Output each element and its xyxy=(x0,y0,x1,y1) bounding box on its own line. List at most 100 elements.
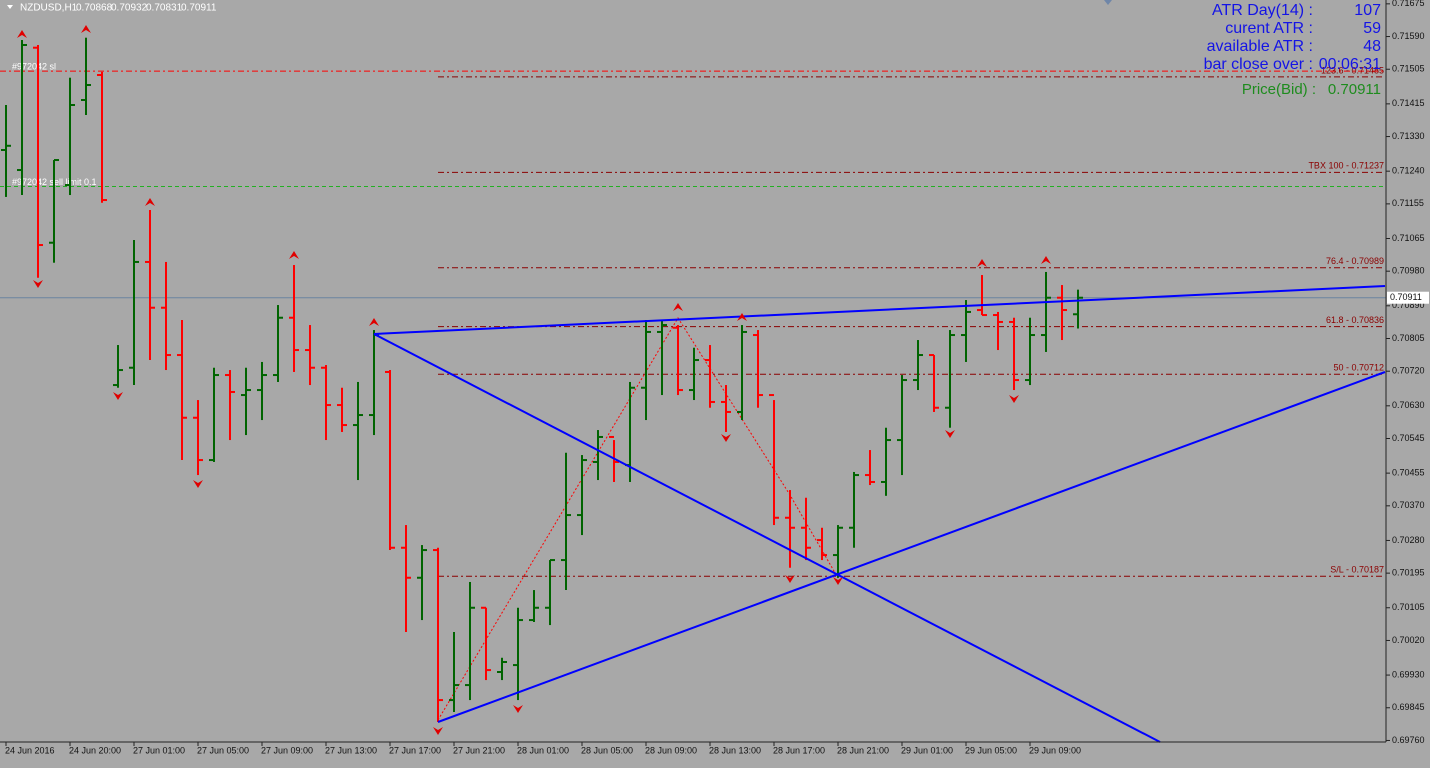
x-tick-label: 27 Jun 17:00 xyxy=(389,745,441,755)
y-tick-label: 0.71240 xyxy=(1392,166,1425,176)
ohlc-bar xyxy=(689,347,699,401)
trend-line xyxy=(437,371,1386,723)
ohlc-bar xyxy=(257,361,267,421)
info-value: 59 xyxy=(1363,20,1381,37)
y-tick-label: 0.70545 xyxy=(1392,433,1425,443)
x-tick-label: 28 Jun 13:00 xyxy=(709,745,761,755)
ohlc-bar xyxy=(529,590,539,622)
ohlc-bar xyxy=(737,325,747,421)
info-label: ATR Day(14) : xyxy=(1212,2,1313,19)
x-tick-label: 24 Jun 20:00 xyxy=(69,745,121,755)
x-tick-label: 29 Jun 09:00 xyxy=(1029,745,1081,755)
ohlc-bar xyxy=(481,606,491,681)
ohlc-bar xyxy=(513,607,523,701)
ohlc-bar xyxy=(785,490,795,568)
x-tick-label: 28 Jun 01:00 xyxy=(517,745,569,755)
ohlc-bar xyxy=(1073,289,1083,329)
ohlc-bar xyxy=(337,387,347,432)
x-tick-label: 28 Jun 09:00 xyxy=(645,745,697,755)
y-tick-label: 0.69930 xyxy=(1392,669,1425,679)
level-label: 61.8 - 0.70836 xyxy=(1326,315,1384,325)
level-label: 50 - 0.70712 xyxy=(1333,363,1384,373)
header-close: 0.70911 xyxy=(181,3,217,14)
info-label: bar close over : xyxy=(1204,56,1313,73)
header-low: 0.70831 xyxy=(146,3,183,14)
ohlc-bar xyxy=(17,40,27,196)
ohlc-bar xyxy=(673,325,683,396)
y-tick-label: 0.70455 xyxy=(1392,468,1425,478)
y-tick-label: 0.70805 xyxy=(1392,333,1425,343)
y-tick-label: 0.70890 xyxy=(1392,300,1425,310)
info-value: 00:06:31 xyxy=(1319,56,1381,73)
y-tick-label: 0.71590 xyxy=(1392,31,1425,41)
ohlc-bar xyxy=(817,527,827,561)
x-tick-label: 28 Jun 17:00 xyxy=(773,745,825,755)
menu-arrow[interactable] xyxy=(7,5,13,9)
ohlc-bar xyxy=(593,430,603,481)
ohlc-bar xyxy=(353,381,363,481)
ohlc-bar xyxy=(865,450,875,486)
trend-lines xyxy=(373,285,1386,743)
y-tick-label: 0.70020 xyxy=(1392,635,1425,645)
ohlc-bar xyxy=(849,471,859,548)
ohlc-bar xyxy=(1,105,11,197)
y-tick-label: 0.71330 xyxy=(1392,131,1425,141)
ohlc-bar xyxy=(929,354,939,412)
bid-axis-label: 0.70911 xyxy=(1390,292,1422,302)
ohlc-bar xyxy=(193,400,203,476)
marker xyxy=(1104,0,1112,5)
y-tick-label: 0.71675 xyxy=(1392,0,1425,8)
y-tick-label: 0.70280 xyxy=(1392,535,1425,545)
ohlc-bar xyxy=(913,340,923,391)
bid-label: Price(Bid) : xyxy=(1242,81,1316,98)
info-value: 107 xyxy=(1354,2,1381,19)
ohlc-bar xyxy=(305,325,315,386)
symbol-title: NZDUSD,H1 xyxy=(20,3,78,14)
ohlc-bar xyxy=(129,240,139,386)
fractals xyxy=(17,0,1112,735)
header-high: 0.70932 xyxy=(111,3,148,14)
x-tick-label: 27 Jun 13:00 xyxy=(325,745,377,755)
ohlc-bar xyxy=(1009,317,1019,391)
ohlc-bar xyxy=(497,657,507,681)
ohlc-bar xyxy=(609,435,619,482)
ohlc-bar xyxy=(273,305,283,382)
ohlc-bar xyxy=(241,367,251,436)
y-tick-label: 0.71155 xyxy=(1392,198,1424,208)
ohlc-bar xyxy=(225,370,235,441)
ohlc-bar xyxy=(401,525,411,632)
ohlc-bar xyxy=(721,385,731,432)
y-tick-label: 0.70720 xyxy=(1392,366,1425,376)
ohlc-bar xyxy=(753,330,763,408)
x-tick-label: 28 Jun 05:00 xyxy=(581,745,633,755)
ohlc-bar xyxy=(641,320,651,421)
info-label: available ATR : xyxy=(1207,38,1313,55)
x-tick-label: 27 Jun 05:00 xyxy=(197,745,249,755)
ohlc-bar xyxy=(209,367,219,462)
info-value: 48 xyxy=(1363,38,1381,55)
y-tick-label: 0.70630 xyxy=(1392,400,1425,410)
ohlc-bar xyxy=(561,452,571,591)
ohlc-bar xyxy=(993,311,1003,351)
ohlc-bar xyxy=(145,210,155,361)
x-tick-label: 27 Jun 09:00 xyxy=(261,745,313,755)
ohlc-bar xyxy=(465,581,475,701)
bars xyxy=(1,37,1083,722)
ohlc-bar xyxy=(881,427,891,496)
ohlc-bar xyxy=(321,365,331,441)
y-tick-label: 0.69760 xyxy=(1392,735,1425,745)
ohlc-bar xyxy=(33,45,43,278)
ohlc-bar xyxy=(1025,317,1035,386)
ohlc-bar xyxy=(113,345,123,388)
ohlc-bar xyxy=(801,497,811,561)
ohlc-bar xyxy=(433,547,443,722)
ohlc-bar xyxy=(81,37,91,116)
y-tick-label: 0.70370 xyxy=(1392,500,1425,510)
header-open: 0.70868 xyxy=(76,3,113,14)
ohlc-bar xyxy=(577,455,587,536)
x-tick-label: 29 Jun 05:00 xyxy=(965,745,1017,755)
y-tick-label: 0.71415 xyxy=(1392,98,1425,108)
ohlc-bar xyxy=(897,375,907,476)
